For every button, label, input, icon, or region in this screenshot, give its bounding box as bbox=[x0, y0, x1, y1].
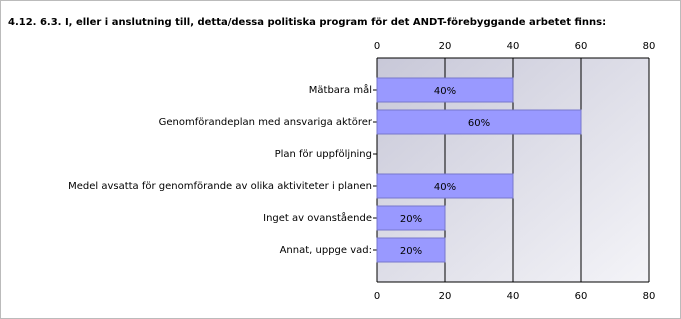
value-label: 20% bbox=[400, 246, 422, 257]
bar bbox=[376, 205, 446, 231]
y-tick-label: Genomförandeplan med ansvariga aktörer bbox=[159, 117, 373, 128]
x-tick-label: 0 bbox=[374, 41, 380, 52]
x-tick-label: 0 bbox=[374, 291, 380, 302]
y-tick-label: Inget av ovanstående bbox=[263, 211, 372, 224]
x-tick-label: 20 bbox=[439, 41, 452, 52]
bar bbox=[376, 77, 514, 103]
value-label: 20% bbox=[400, 214, 422, 225]
value-label: 40% bbox=[434, 86, 456, 97]
value-label: 40% bbox=[434, 182, 456, 193]
y-tick-label: Medel avsatta för genomförande av olika … bbox=[68, 181, 372, 192]
x-tick-label: 40 bbox=[507, 41, 520, 52]
chart-title: 4.12. 6.3. I, eller i anslutning till, d… bbox=[8, 17, 606, 28]
y-tick-label: Annat, uppge vad: bbox=[280, 245, 372, 256]
x-tick-label: 80 bbox=[643, 291, 656, 302]
y-tick-label: Plan för uppföljning bbox=[275, 149, 372, 160]
bar bbox=[376, 173, 514, 199]
bar bbox=[376, 237, 446, 263]
x-tick-label: 20 bbox=[439, 291, 452, 302]
x-tick-label: 60 bbox=[575, 291, 588, 302]
y-tick-label: Mätbara mål bbox=[309, 83, 372, 96]
x-tick-label: 40 bbox=[507, 291, 520, 302]
bar bbox=[376, 109, 582, 135]
x-tick-label: 60 bbox=[575, 41, 588, 52]
x-tick-label: 80 bbox=[643, 41, 656, 52]
value-label: 60% bbox=[468, 118, 490, 129]
